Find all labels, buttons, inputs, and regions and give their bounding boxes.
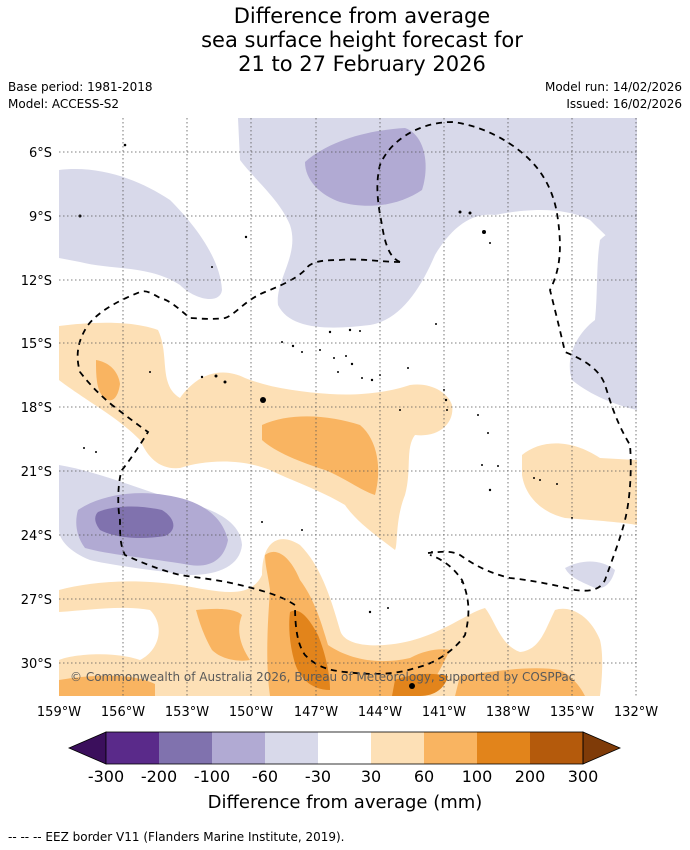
pos-deep-south-2 xyxy=(392,673,448,696)
pos-core-southeast xyxy=(455,668,585,696)
chart-title: Difference from average sea surface heig… xyxy=(0,4,690,76)
colorbar-tick: 300 xyxy=(568,767,599,786)
lat-label: 6°S xyxy=(29,146,52,161)
pos-core-southwest xyxy=(196,608,250,661)
neg-region-southeast xyxy=(565,561,615,589)
model-name: Model: ACCESS-S2 xyxy=(8,97,120,111)
pos-core-central xyxy=(262,416,379,495)
colorbar-tick: 100 xyxy=(462,767,493,786)
model-run: Model run: 14/02/2026 xyxy=(544,80,682,94)
pos-core-west xyxy=(96,360,120,401)
colorbar xyxy=(67,731,622,765)
lat-label: 15°S xyxy=(21,337,52,352)
issued-date: Issued: 16/02/2026 xyxy=(566,97,682,111)
colorbar-tick: -300 xyxy=(88,767,124,786)
lon-label: 147°W xyxy=(294,705,338,720)
meta-left: Base period: 1981-2018 Model: ACCESS-S2 xyxy=(8,79,153,113)
lon-labels: 159°W 156°W 153°W 150°W 147°W 144°W 141°… xyxy=(37,705,658,720)
colorbar-tick: -200 xyxy=(141,767,177,786)
colorbar-end-low xyxy=(67,731,107,765)
lat-label: 27°S xyxy=(21,593,52,608)
lon-label: 141°W xyxy=(422,705,466,720)
lat-label: 9°S xyxy=(29,210,52,225)
eez-border xyxy=(76,121,632,675)
colorbar-end-high xyxy=(582,731,622,765)
lon-label: 135°W xyxy=(550,705,594,720)
colorbar-tick: 30 xyxy=(361,767,381,786)
colorbar-tick: 200 xyxy=(515,767,546,786)
lon-label: 138°W xyxy=(486,705,530,720)
lat-label: 24°S xyxy=(21,529,52,544)
lon-label: 159°W xyxy=(37,705,81,720)
pos-deep-south xyxy=(289,610,330,690)
colorbar-bin xyxy=(159,732,212,764)
copyright-text: © Commonwealth of Australia 2026, Bureau… xyxy=(70,670,575,684)
pos-band-central xyxy=(59,322,453,550)
title-line-1: Difference from average xyxy=(233,4,491,28)
colorbar-bin xyxy=(424,732,477,764)
colorbar-bin xyxy=(371,732,424,764)
lon-label: 144°W xyxy=(358,705,402,720)
lon-label: 132°W xyxy=(614,705,658,720)
neg-deep-southwest xyxy=(95,506,174,538)
colorbar-bin xyxy=(318,732,371,764)
meta-right: Model run: 14/02/2026 Issued: 16/02/2026 xyxy=(545,79,682,113)
lat-label: 30°S xyxy=(21,657,52,672)
lon-label: 150°W xyxy=(229,705,273,720)
lat-label: 21°S xyxy=(21,465,52,480)
eez-west xyxy=(76,258,470,675)
title-line-3: 21 to 27 February 2026 xyxy=(238,52,486,76)
lat-labels: 6°S 9°S 12°S 15°S 18°S 21°S 24°S 27°S 30… xyxy=(21,146,52,672)
lat-label: 12°S xyxy=(21,274,52,289)
neg-core-north xyxy=(305,128,426,206)
lon-label: 153°W xyxy=(165,705,209,720)
title-line-2: sea surface height forecast for xyxy=(201,28,523,52)
neg-region-west xyxy=(59,169,222,300)
colorbar-tick: 60 xyxy=(414,767,434,786)
pos-region-east xyxy=(522,443,637,525)
lon-label: 156°W xyxy=(101,705,145,720)
base-period: Base period: 1981-2018 xyxy=(8,80,153,94)
colorbar-ticks: -300 -200 -100 -60 -30 30 60 100 200 300 xyxy=(88,767,598,786)
colorbar-bin xyxy=(106,732,159,764)
pos-core-far-southwest xyxy=(59,675,155,696)
colorbar-bin xyxy=(530,732,583,764)
colorbar-tick: -30 xyxy=(305,767,331,786)
colorbar-tick: -60 xyxy=(252,767,278,786)
colorbar-bin xyxy=(477,732,530,764)
pos-region-south xyxy=(59,539,603,696)
graticule xyxy=(59,118,637,696)
colorbar-label: Difference from average (mm) xyxy=(207,792,483,813)
eez-legend-note: -- -- -- EEZ border V11 (Flanders Marine… xyxy=(8,830,345,844)
colorbar-bin xyxy=(265,732,318,764)
lat-label: 18°S xyxy=(21,401,52,416)
colorbar-tick: -100 xyxy=(194,767,230,786)
colorbar-bin xyxy=(212,732,265,764)
